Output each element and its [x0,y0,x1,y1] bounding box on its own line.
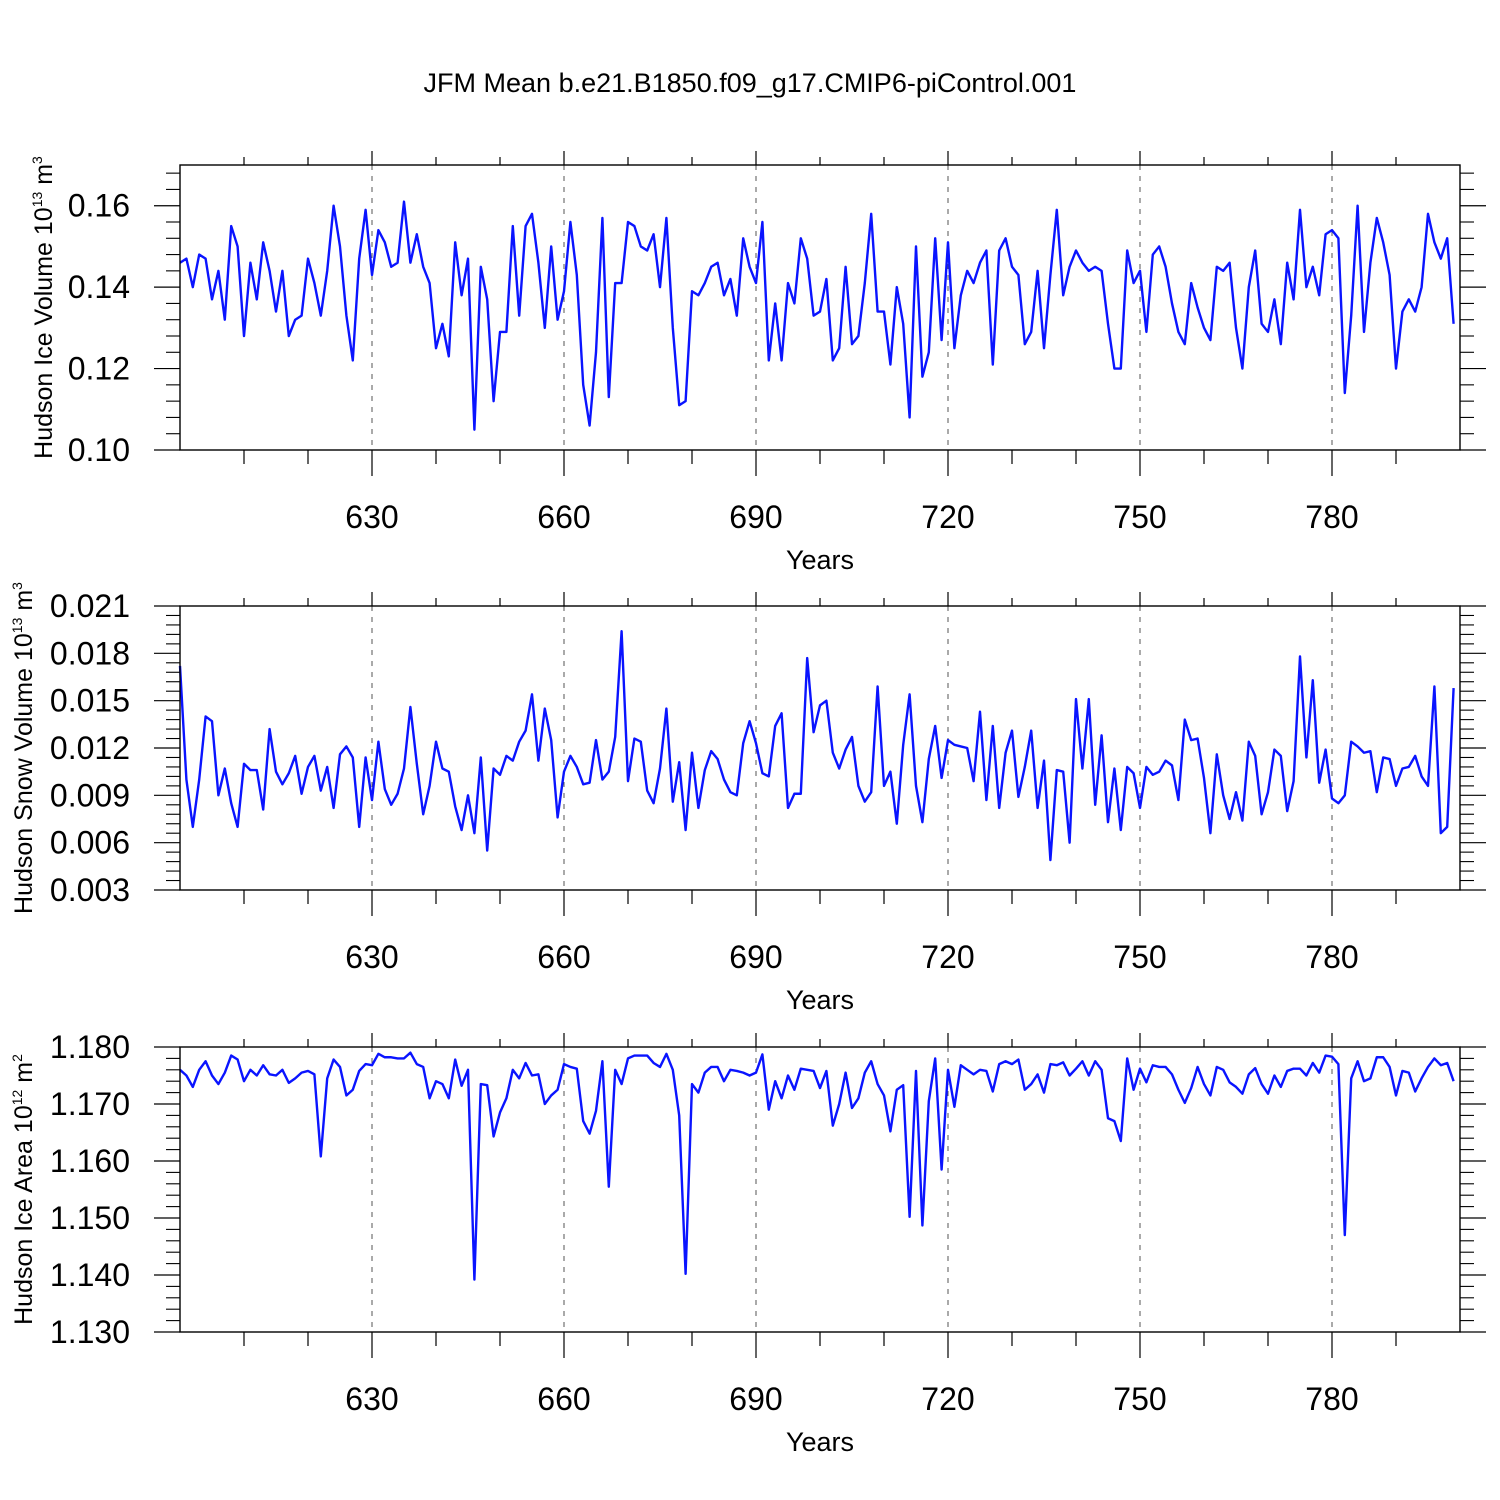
data-series-line [179,200,1455,431]
data-series-line [178,630,1455,862]
x-tick-label: 690 [729,939,782,975]
y-axis-title-text: m [10,590,38,618]
y-axis-title: Hudson Ice Volume 1013 m3 [29,156,58,459]
x-tick-label: 660 [537,939,590,975]
y-tick-label: 0.003 [50,872,130,908]
x-tick-label: 780 [1305,1381,1358,1417]
data-series-line [179,1051,1455,1281]
y-tick-label: 0.015 [50,683,130,719]
x-axis-title: Years [786,985,854,1015]
y-tick-label: 0.006 [50,825,130,861]
x-tick-label: 630 [345,1381,398,1417]
y-axis-title-superscript: 13 [9,617,25,633]
y-tick-label: 0.14 [68,269,130,305]
x-tick-label: 750 [1113,1381,1166,1417]
x-tick-label: 780 [1305,939,1358,975]
y-axis-title-superscript: 12 [9,1089,25,1105]
y-axis-title-text: m [10,1062,38,1090]
x-tick-label: 630 [345,499,398,535]
y-tick-label: 0.021 [50,588,130,624]
x-tick-label: 690 [729,1381,782,1417]
y-tick-label: 1.170 [50,1086,130,1122]
plot-frame [179,605,1461,891]
x-axis-title: Years [786,545,854,575]
y-tick-label: 1.150 [50,1200,130,1236]
y-tick-label: 0.16 [68,188,130,224]
y-tick-label: 1.140 [50,1257,130,1293]
y-tick-label: 1.180 [50,1029,130,1065]
y-axis-title-text: Hudson Ice Volume 10 [30,207,58,459]
x-tick-label: 690 [729,499,782,535]
y-axis-title-superscript: 13 [29,192,45,208]
panel-ice-area: 630 660 690 720 750 780 Years 1.130 1.140 1.150 1.… [9,1029,1486,1457]
x-tick-label: 780 [1305,499,1358,535]
y-axis-title-text: Hudson Ice Area 10 [10,1105,38,1325]
y-axis-title-superscript: 3 [9,582,25,590]
y-axis-title: Hudson Snow Volume 1013 m3 [9,582,38,914]
y-tick-label: 0.12 [68,351,130,387]
figure-title: JFM Mean b.e21.B1850.f09_g17.CMIP6-piCon… [424,68,1077,98]
x-tick-label: 720 [921,499,974,535]
y-axis-title-superscript: 3 [29,156,45,164]
y-axis-title-text: m [30,164,58,192]
x-tick-label: 660 [537,499,590,535]
y-axis-title-superscript: 2 [9,1054,25,1062]
x-tick-label: 720 [921,1381,974,1417]
y-tick-label: 0.10 [68,432,130,468]
y-tick-label: 1.130 [50,1314,130,1350]
x-tick-label: 660 [537,1381,590,1417]
x-axis-title: Years [786,1427,854,1457]
y-tick-label: 0.018 [50,635,130,671]
x-tick-label: 720 [921,939,974,975]
panel-ice-volume: 630 660 690 720 750 780 Years 0.10 0.12 0.14 0.16 H… [29,151,1486,575]
y-axis-title-text: Hudson Snow Volume 10 [10,633,38,914]
x-tick-label: 750 [1113,939,1166,975]
y-tick-label: 0.009 [50,777,130,813]
y-tick-label: 0.012 [50,730,130,766]
y-axis-title: Hudson Ice Area 1012 m2 [9,1054,38,1325]
x-tick-label: 750 [1113,499,1166,535]
panel-snow-volume: 630 660 690 720 750 780 Years 0.003 0.006 0.009 0.… [9,582,1486,1015]
x-tick-label: 630 [345,939,398,975]
y-tick-label: 1.160 [50,1143,130,1179]
